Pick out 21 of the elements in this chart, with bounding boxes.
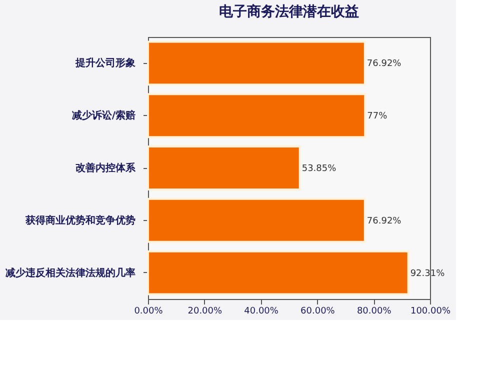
y-tick-label: 提升公司形象 [74,57,136,70]
y-tick-label: 改善内控体系 [76,162,136,174]
chart-title: 电子商务法律潜在收益 [219,3,359,20]
y-tick-label: 减少诉讼/索赔 [72,110,136,122]
x-tick-label: 40.00% [244,306,279,316]
x-tick-label: 0.00% [134,306,164,316]
bar [147,93,366,138]
x-tick-label: 60.00% [300,306,336,316]
bar [147,198,366,243]
y-tick-label: 获得商业优势和竞争优势 [24,214,136,226]
x-tick-label: 80.00% [356,306,392,316]
bar [147,250,410,296]
bar [147,146,301,190]
bar [147,40,366,86]
x-tick-label: 100.00% [410,306,451,316]
x-tick-label: 20.00% [188,306,222,316]
data-label: 53.85% [302,164,337,174]
data-label: 77% [367,112,388,122]
y-tick-label: 减少违反相关法律法规的几率 [6,266,136,279]
data-label: 76.92% [366,59,402,70]
data-label: 76.92% [366,216,402,226]
